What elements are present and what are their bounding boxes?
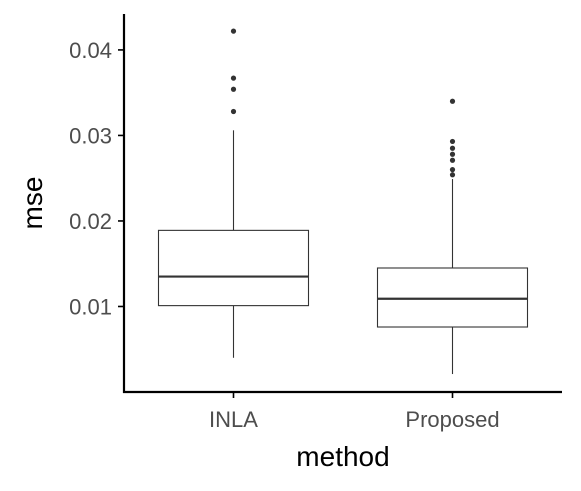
outlier-point xyxy=(449,151,456,157)
outlier-point xyxy=(449,145,456,151)
y-ticks: 0.01 0.02 0.03 0.04 xyxy=(69,38,124,319)
y-axis-title: mse xyxy=(17,177,48,230)
y-tick-label: 0.04 xyxy=(69,38,112,63)
outlier-point xyxy=(230,75,237,81)
x-tick-label: Proposed xyxy=(405,407,499,432)
y-tick-label: 0.03 xyxy=(69,123,112,148)
outlier-point xyxy=(449,98,456,104)
box-iqr xyxy=(376,267,529,328)
outlier-point xyxy=(449,138,456,145)
x-ticks: INLA Proposed xyxy=(209,392,500,432)
outlier-point xyxy=(449,157,456,163)
outlier-point xyxy=(449,167,456,173)
x-axis: INLA Proposed xyxy=(123,390,562,432)
box-iqr xyxy=(157,229,310,307)
y-axis: 0.01 0.02 0.03 0.04 xyxy=(69,14,126,393)
outlier-point xyxy=(449,172,456,178)
outlier-point xyxy=(230,108,237,115)
box-inla xyxy=(157,28,310,358)
outlier-point xyxy=(230,28,237,34)
x-axis-title: method xyxy=(296,441,389,472)
y-tick-label: 0.01 xyxy=(69,294,112,319)
box-proposed xyxy=(376,98,529,375)
outlier-point xyxy=(230,86,237,92)
plot-area xyxy=(157,28,529,375)
x-tick-label: INLA xyxy=(209,407,258,432)
y-tick-label: 0.02 xyxy=(69,209,112,234)
